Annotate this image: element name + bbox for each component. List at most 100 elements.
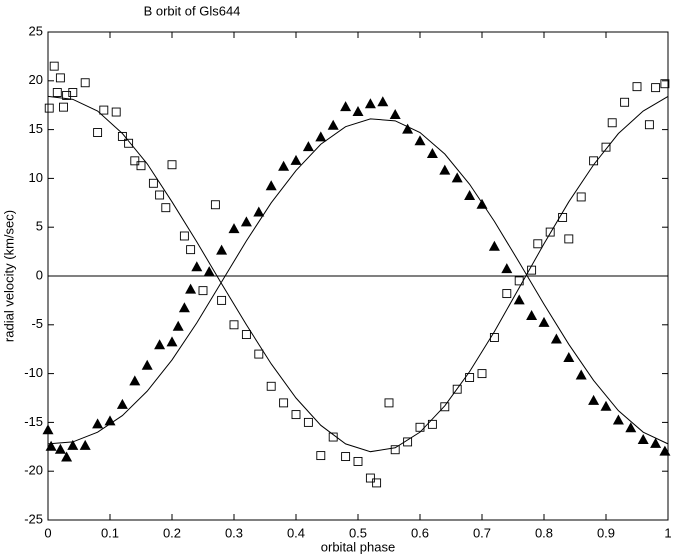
square-point	[52, 88, 62, 97]
x-tick-label: 0.2	[163, 525, 181, 540]
x-tick-label: 0.1	[101, 525, 119, 540]
x-tick-label: 0.9	[597, 525, 615, 540]
triangle-point	[364, 98, 376, 109]
triangle-point	[402, 123, 414, 134]
triangle-point	[451, 172, 463, 183]
y-tick-label: -15	[24, 414, 43, 429]
square-point	[210, 200, 220, 210]
square-point	[607, 118, 617, 128]
square-point	[161, 203, 171, 213]
x-tick-label: 0	[44, 525, 51, 540]
triangle-point	[290, 154, 302, 165]
triangle-point	[352, 106, 364, 117]
square-point	[55, 73, 65, 83]
triangle-point	[154, 339, 166, 350]
x-tick-label: 0.6	[411, 525, 429, 540]
triangle-point	[228, 223, 240, 234]
triangle-point	[389, 108, 401, 119]
triangle-point	[501, 263, 513, 274]
square-point	[124, 138, 134, 148]
triangle-point	[340, 101, 352, 112]
y-tick-label: 0	[36, 267, 43, 282]
square-point	[632, 82, 642, 92]
y-tick-label: 20	[29, 72, 43, 87]
square-point	[644, 120, 654, 130]
x-tick-label: 1	[664, 525, 671, 540]
triangle-point	[526, 310, 538, 321]
square-point	[111, 107, 121, 117]
square-point	[620, 97, 630, 107]
square-point	[130, 156, 140, 166]
y-tick-label: -5	[31, 316, 43, 331]
triangle-point	[278, 160, 290, 171]
square-point	[62, 90, 72, 100]
square-point	[558, 212, 568, 222]
triangle-point	[185, 283, 197, 294]
chart-title: B orbit of Gls644	[144, 3, 241, 18]
square-point	[316, 451, 326, 461]
square-point	[59, 102, 68, 112]
square-point	[651, 83, 661, 93]
square-point	[266, 381, 276, 391]
square-point	[576, 192, 586, 202]
triangle-point	[116, 398, 128, 409]
triangle-point	[42, 424, 54, 435]
square-point	[254, 349, 264, 359]
square-point	[477, 369, 487, 379]
y-tick-label: 25	[29, 23, 43, 38]
square-point	[136, 161, 146, 171]
triangle-point	[464, 189, 476, 200]
square-point	[545, 227, 555, 237]
square-point	[155, 190, 165, 200]
triangle-point	[79, 439, 91, 450]
x-tick-label: 0.4	[287, 525, 305, 540]
triangle-point	[513, 294, 525, 305]
y-tick-label: 10	[29, 170, 43, 185]
triangle-point	[191, 261, 203, 272]
triangle-point	[377, 96, 389, 107]
triangle-point	[203, 266, 215, 277]
triangle-point	[414, 135, 426, 146]
square-point	[502, 289, 512, 299]
triangle-point	[240, 216, 252, 227]
triangle-point	[253, 206, 265, 217]
square-point	[49, 61, 59, 71]
y-tick-label: -25	[24, 511, 43, 526]
square-point	[179, 231, 189, 241]
triangle-point	[327, 119, 339, 130]
x-tick-label: 0.7	[473, 525, 491, 540]
square-point	[279, 398, 289, 408]
square-point	[303, 417, 313, 427]
square-point	[365, 473, 375, 483]
triangle-point	[92, 418, 104, 429]
square-point	[229, 320, 239, 330]
triangle-point	[141, 359, 153, 370]
triangle-point	[315, 131, 327, 142]
square-point	[186, 245, 196, 255]
y-tick-label: -10	[24, 365, 43, 380]
square-point	[198, 286, 208, 296]
square-point	[217, 295, 227, 305]
square-point	[148, 178, 158, 188]
square-point	[99, 105, 109, 115]
x-tick-label: 0.3	[225, 525, 243, 540]
square-point	[660, 79, 670, 89]
triangle-point	[488, 240, 500, 251]
triangle-point	[178, 302, 190, 313]
square-point	[353, 456, 363, 466]
triangle-point	[439, 164, 451, 175]
fit-curve	[47, 118, 669, 445]
square-point	[427, 419, 437, 429]
square-point	[440, 402, 450, 412]
x-tick-label: 0.8	[535, 525, 553, 540]
triangle-point	[538, 316, 550, 327]
square-point	[601, 142, 611, 152]
triangle-point	[67, 439, 79, 450]
triangle-point	[650, 437, 662, 448]
triangle-point	[265, 180, 277, 191]
triangle-point	[45, 440, 57, 451]
triangle-point	[54, 443, 66, 454]
y-tick-label: -20	[24, 463, 43, 478]
triangle-point	[563, 351, 575, 362]
